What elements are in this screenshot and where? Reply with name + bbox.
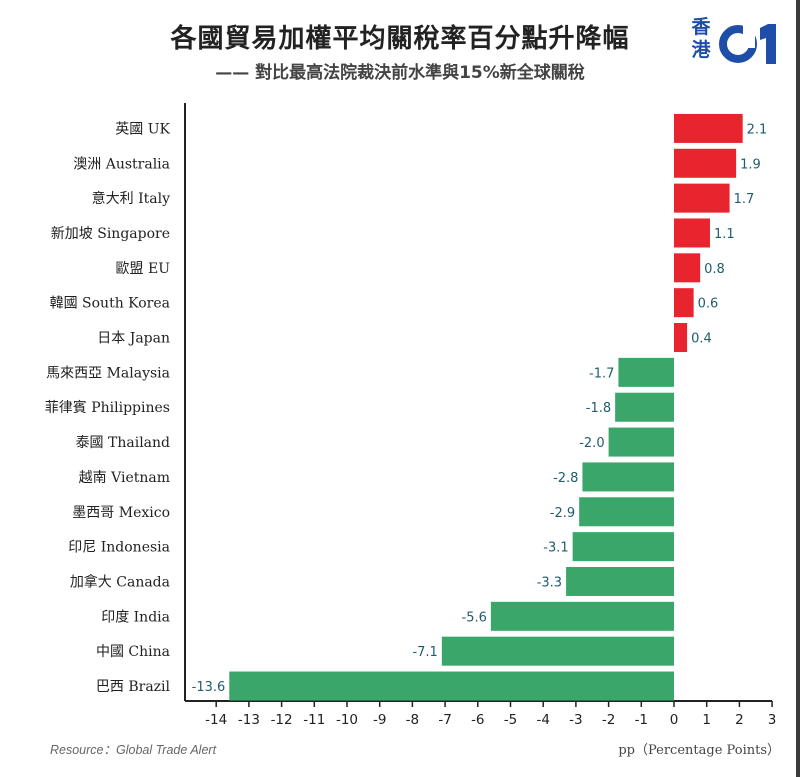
bar-14 <box>490 601 674 631</box>
hk01-logo: 香 港 <box>690 16 780 72</box>
category-label-7: 馬來西亞 Malaysia <box>46 365 170 381</box>
category-label-4: 歐盟 EU <box>116 261 171 277</box>
logo-wordmark: 香 港 <box>690 16 712 62</box>
x-tick-label--4: -4 <box>536 712 549 728</box>
value-label-4: 0.8 <box>704 262 725 277</box>
x-tick-label-1: 1 <box>702 712 711 728</box>
value-label-13: -3.3 <box>537 575 562 590</box>
source-note: Resource：Global Trade Alert <box>50 743 217 757</box>
value-label-8: -1.8 <box>586 401 611 416</box>
bar-0 <box>674 113 743 143</box>
category-label-11: 墨西哥 Mexico <box>72 505 170 521</box>
page-edge <box>796 0 800 777</box>
x-axis-unit-label: pp（Percentage Points） <box>618 743 780 758</box>
bar-11 <box>579 497 674 527</box>
bar-7 <box>618 357 674 387</box>
chart-title: 各國貿易加權平均關稅率百分點升降幅 <box>170 24 630 54</box>
bar-12 <box>572 532 674 562</box>
x-tick-label-3: 3 <box>768 712 777 728</box>
x-tick-label-2: 2 <box>735 712 744 728</box>
logo-char-2: 港 <box>691 39 711 61</box>
x-tick-label--7: -7 <box>438 712 451 728</box>
category-label-3: 新加坡 Singapore <box>51 226 170 242</box>
bar-15 <box>441 636 674 666</box>
x-tick-label--14: -14 <box>205 712 227 728</box>
bar-6 <box>674 323 688 353</box>
logo-char-1: 香 <box>691 16 711 38</box>
x-tick-label--6: -6 <box>471 712 484 728</box>
category-label-1: 澳洲 Australia <box>73 156 170 172</box>
value-label-12: -3.1 <box>543 541 568 556</box>
x-tick-label--9: -9 <box>373 712 386 728</box>
bar-5 <box>674 288 694 318</box>
x-tick-label--5: -5 <box>504 712 517 728</box>
value-label-9: -2.0 <box>579 436 604 451</box>
category-label-13: 加拿大 Canada <box>70 573 170 590</box>
bar-13 <box>566 566 674 596</box>
bar-9 <box>608 427 674 457</box>
value-label-11: -2.9 <box>550 506 575 521</box>
value-label-3: 1.1 <box>714 227 735 242</box>
value-label-7: -1.7 <box>589 366 614 381</box>
category-label-6: 日本 Japan <box>97 331 170 347</box>
logo-01-icon <box>719 22 776 64</box>
bar-8 <box>615 392 674 422</box>
value-label-1: 1.9 <box>740 157 761 172</box>
value-label-2: 1.7 <box>734 192 755 207</box>
value-label-15: -7.1 <box>412 645 437 660</box>
x-tick-label--13: -13 <box>238 712 260 728</box>
value-label-5: 0.6 <box>698 297 719 312</box>
x-tick-label--2: -2 <box>602 712 615 728</box>
x-tick-label--12: -12 <box>271 712 293 728</box>
bar-10 <box>582 462 674 492</box>
category-label-12: 印尼 Indonesia <box>68 540 170 556</box>
category-label-5: 韓國 South Korea <box>50 296 170 312</box>
bar-1 <box>674 148 737 178</box>
value-label-14: -5.6 <box>462 610 487 625</box>
chart-subtitle: —— 對比最高法院裁決前水準與15%新全球關稅 <box>215 63 585 83</box>
x-tick-label--3: -3 <box>569 712 582 728</box>
bar-16 <box>229 671 674 701</box>
category-label-16: 巴西 Brazil <box>96 679 171 695</box>
category-label-15: 中國 China <box>96 644 170 660</box>
bar-2 <box>674 183 730 213</box>
category-label-8: 菲律賓 Philippines <box>45 399 170 416</box>
x-tick-label--11: -11 <box>303 712 325 728</box>
bar-4 <box>674 253 701 283</box>
category-label-14: 印度 India <box>101 609 170 625</box>
value-label-16: -13.6 <box>192 680 226 695</box>
category-label-0: 英國 UK <box>115 120 170 137</box>
x-tick-label--8: -8 <box>406 712 419 728</box>
x-tick-label--1: -1 <box>635 712 648 728</box>
category-label-2: 意大利 Italy <box>92 190 170 207</box>
value-label-6: 0.4 <box>691 332 712 347</box>
category-label-9: 泰國 Thailand <box>76 435 170 451</box>
bar-3 <box>674 218 710 248</box>
value-label-10: -2.8 <box>553 471 578 486</box>
value-label-0: 2.1 <box>747 122 768 137</box>
category-label-10: 越南 Vietnam <box>79 470 170 486</box>
x-tick-label--10: -10 <box>336 712 358 728</box>
x-tick-label-0: 0 <box>670 712 679 728</box>
